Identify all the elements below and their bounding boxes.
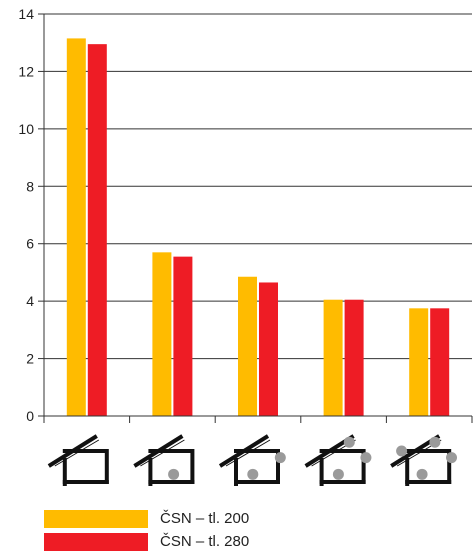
icon-point-5-4 <box>396 445 408 457</box>
legend-item-series-1: ČSN – tl. 200 <box>44 508 249 529</box>
bar-series-2-group-3 <box>259 282 278 416</box>
roof-section-icon-0-points <box>47 434 109 486</box>
icon-point-3-2 <box>274 452 286 464</box>
y-tick-label-0: 0 <box>26 408 34 424</box>
legend-swatch-series-1 <box>44 509 148 528</box>
legend-label-series-2: ČSN – tl. 280 <box>160 533 250 550</box>
y-tick-label-12: 12 <box>18 63 34 79</box>
legend-swatch-series-2 <box>44 532 148 551</box>
legend-item-series-2: ČSN – tl. 280 <box>44 531 249 552</box>
icon-point-5-3 <box>429 436 441 448</box>
bar-series-1-group-5 <box>409 308 429 416</box>
icon-point-2-1 <box>168 468 180 480</box>
legend: ČSN – tl. 200 ČSN – tl. 280 <box>44 508 249 554</box>
y-tick-labels: 0 2 4 6 8 10 12 14 <box>18 6 34 424</box>
roof-section-icon-4-points <box>390 434 458 486</box>
y-tick-label-2: 2 <box>26 351 34 367</box>
bar-series-2-group-4 <box>344 299 364 416</box>
icon-point-4-2 <box>360 452 372 464</box>
roof-section-icon-3-points <box>304 434 372 486</box>
icon-point-4-1 <box>332 468 344 480</box>
bar-series-1-group-1 <box>66 38 86 417</box>
roof-section-icon-1-point <box>133 434 195 486</box>
icon-point-5-1 <box>416 468 428 480</box>
roof-section-icon-2-points <box>218 434 286 486</box>
bar-series-2-group-2 <box>173 256 193 416</box>
bars <box>66 38 450 417</box>
bar-series-2-group-1 <box>87 44 107 417</box>
y-tick-label-8: 8 <box>26 178 34 194</box>
bar-series-1-group-2 <box>152 252 172 416</box>
legend-label-series-1: ČSN – tl. 200 <box>160 510 250 527</box>
bar-series-1-group-4 <box>323 299 343 416</box>
bar-series-2-group-5 <box>430 308 450 416</box>
bar-series-1-group-3 <box>238 276 257 416</box>
gridlines <box>44 13 472 360</box>
y-tick-label-10: 10 <box>18 121 34 137</box>
icon-point-4-3 <box>343 436 355 448</box>
axes <box>38 13 473 423</box>
category-icons <box>47 434 458 486</box>
icon-point-3-1 <box>247 468 259 480</box>
icon-point-5-2 <box>446 452 458 464</box>
y-tick-label-14: 14 <box>18 6 34 22</box>
y-tick-label-4: 4 <box>26 293 34 309</box>
y-tick-label-6: 6 <box>26 236 34 252</box>
